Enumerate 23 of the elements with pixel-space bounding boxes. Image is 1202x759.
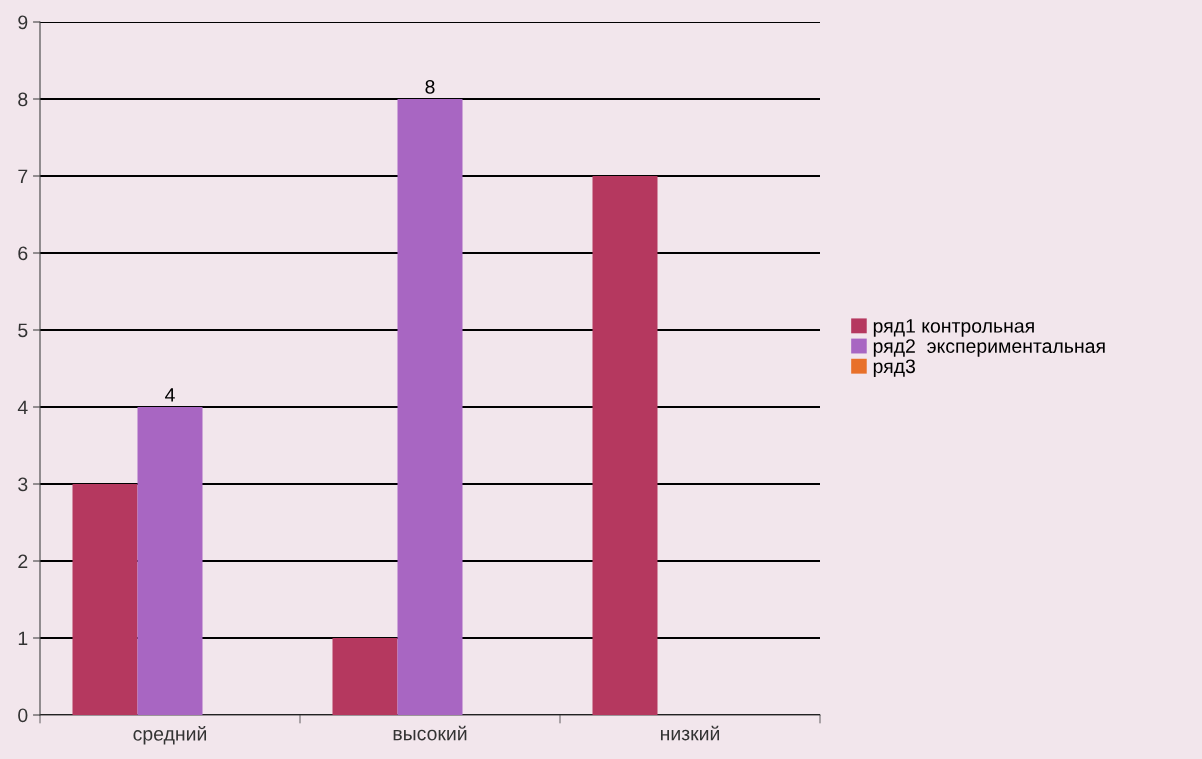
- y-tick-label: 2: [18, 554, 28, 569]
- y-tick-label: 9: [18, 15, 28, 30]
- y-tick-label: 4: [17, 400, 28, 415]
- bar: [592, 176, 658, 715]
- y-tick-label: 5: [18, 323, 28, 338]
- legend-label: ряд3: [873, 359, 915, 377]
- legend-label: ряд2 экспериментальная: [873, 339, 1105, 357]
- y-tick-label: 8: [18, 92, 28, 107]
- bar: [332, 638, 398, 715]
- bar: [72, 484, 138, 715]
- data-label: 4: [165, 388, 175, 402]
- data-label: 8: [425, 80, 435, 94]
- x-tick-label: низкий: [660, 725, 720, 741]
- y-tick-label: 3: [18, 477, 28, 492]
- bar: [137, 407, 203, 715]
- bar: [397, 99, 463, 715]
- legend-label: ряд1 контрольная: [873, 319, 1034, 337]
- y-tick-label: 7: [18, 169, 28, 184]
- x-tick-label: высокий: [393, 725, 467, 741]
- y-tick-label: 6: [18, 246, 28, 261]
- y-tick-label: 1: [18, 631, 28, 646]
- y-tick-label: 0: [18, 708, 28, 723]
- x-tick-label: средний: [133, 726, 207, 745]
